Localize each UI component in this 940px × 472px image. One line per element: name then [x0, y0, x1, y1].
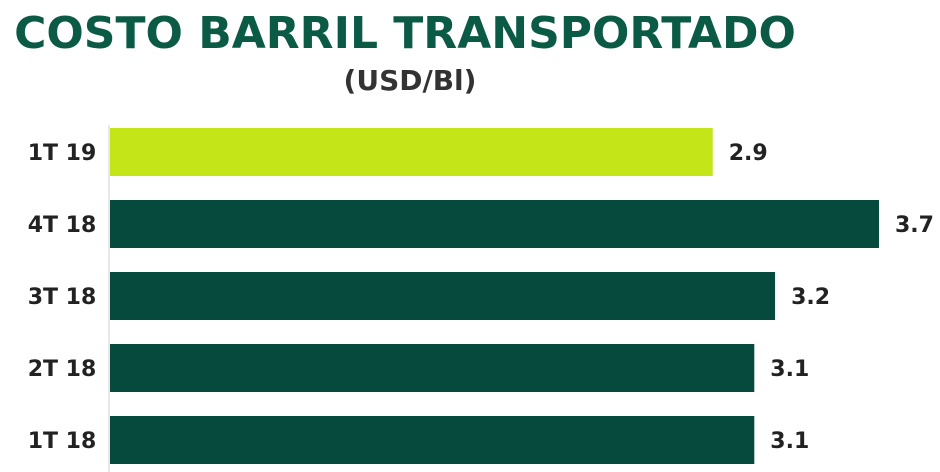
y-tick-label: 1T 19	[28, 141, 97, 166]
bar	[110, 416, 755, 464]
bar	[110, 272, 776, 320]
y-tick-label: 3T 18	[28, 285, 97, 310]
y-tick-label: 2T 18	[28, 357, 97, 382]
value-label: 3.7	[895, 213, 934, 238]
value-label: 3.1	[770, 357, 809, 382]
bar	[110, 344, 755, 392]
y-tick-label: 4T 18	[28, 213, 97, 238]
y-tick-label: 1T 18	[28, 429, 97, 454]
value-label: 3.2	[791, 285, 830, 310]
value-label: 3.1	[770, 429, 809, 454]
chart-subtitle: (USD/Bl)	[344, 64, 477, 97]
chart-title: COSTO BARRIL TRANSPORTADO	[14, 8, 796, 59]
bar	[110, 200, 879, 248]
value-label: 2.9	[729, 141, 768, 166]
bar	[110, 128, 713, 176]
